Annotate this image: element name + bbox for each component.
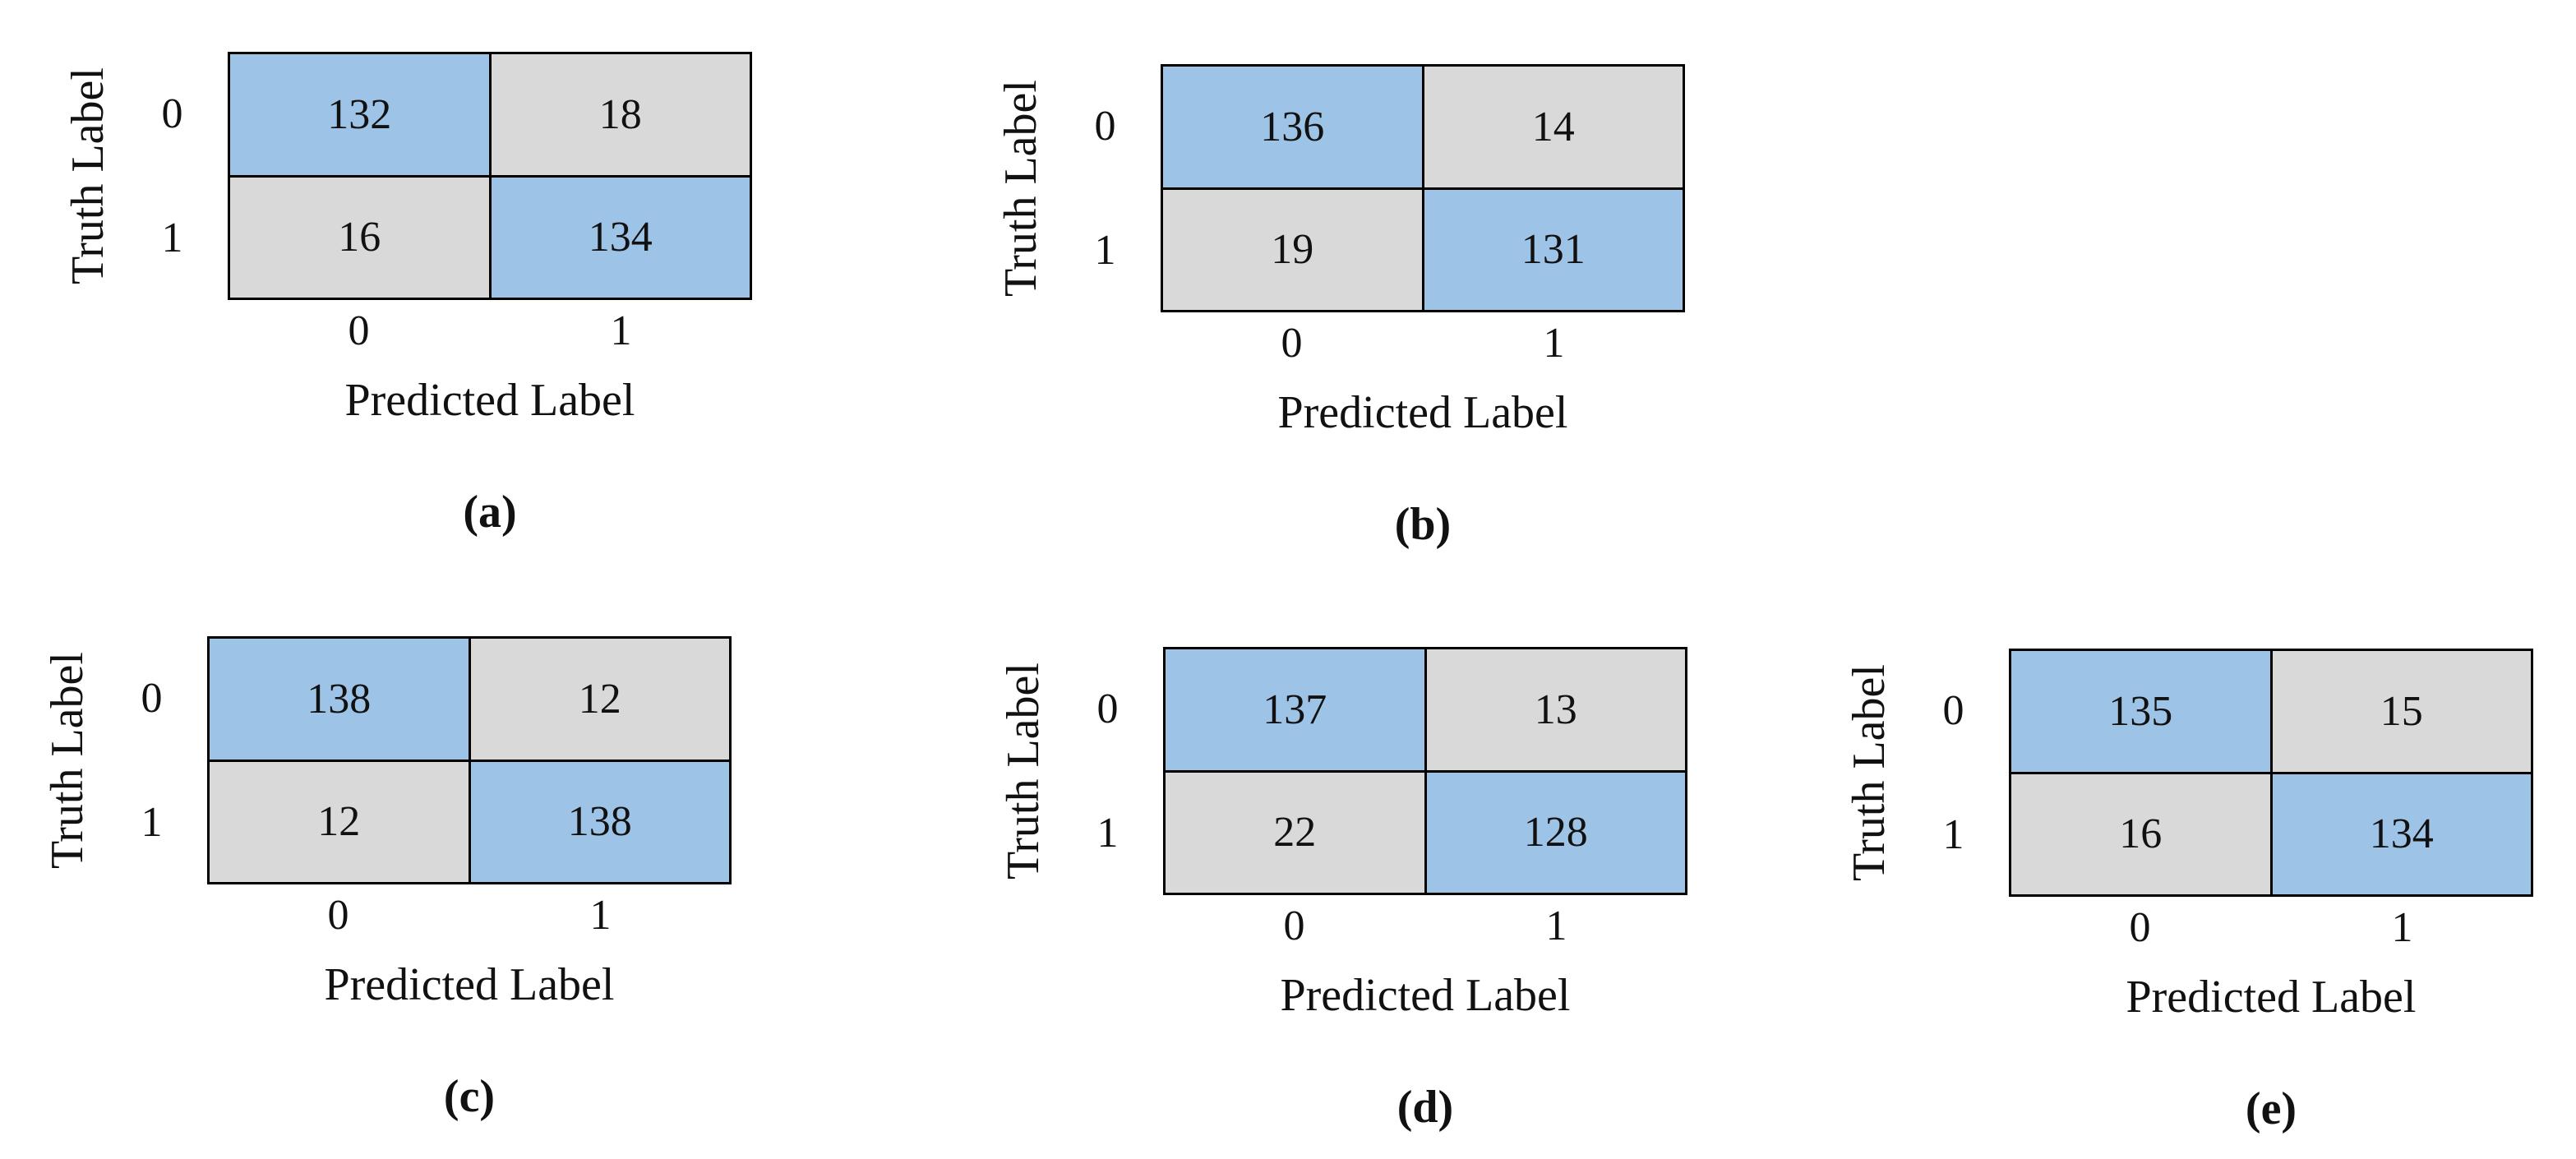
- col-tick-1: 1: [610, 307, 632, 354]
- matrix-grid: 135 15 16 134: [2009, 649, 2533, 897]
- matrix-grid: 137 13 22 128: [1163, 647, 1687, 895]
- row-tick-1: 1: [1096, 810, 1119, 857]
- cell-true1-pred1: 131: [1424, 189, 1683, 310]
- row-tick-1: 1: [141, 799, 163, 846]
- x-axis-label: Predicted Label: [1277, 387, 1568, 438]
- cell-true1-pred1: 134: [2272, 773, 2531, 894]
- col-tick-1: 1: [589, 892, 612, 939]
- y-axis-ticks: 0 1: [96, 636, 207, 884]
- row-tick-0: 0: [1094, 103, 1116, 150]
- x-axis-ticks: 0 1: [1163, 895, 1687, 953]
- matrix-grid: 132 18 16 134: [228, 52, 752, 300]
- confusion-matrix-b: Truth Label 0 1 136 14 19 131 0 1 Predic…: [992, 64, 1685, 551]
- cell-true1-pred1: 134: [491, 177, 750, 298]
- row-tick-0: 0: [161, 90, 183, 137]
- y-axis-label: Truth Label: [998, 663, 1049, 880]
- col-tick-1: 1: [1545, 903, 1567, 949]
- y-axis-label: Truth Label: [62, 67, 113, 284]
- x-axis-label: Predicted Label: [2126, 972, 2417, 1023]
- subfigure-caption-d: (d): [1396, 1082, 1454, 1133]
- x-axis-ticks: 0 1: [207, 884, 732, 942]
- x-axis-label: Predicted Label: [1280, 970, 1571, 1021]
- y-axis-ticks: 0 1: [117, 52, 228, 300]
- y-axis-label: Truth Label: [1844, 664, 1895, 881]
- col-tick-1: 1: [2391, 904, 2413, 951]
- matrix-grid: 138 12 12 138: [207, 636, 732, 884]
- cell-true0-pred0: 132: [230, 54, 489, 175]
- x-axis-ticks: 0 1: [2009, 897, 2533, 954]
- cell-true0-pred1: 14: [1424, 67, 1683, 187]
- subfigure-caption-b: (b): [1394, 499, 1452, 550]
- y-axis-ticks: 0 1: [1052, 647, 1163, 895]
- confusion-matrix-d: Truth Label 0 1 137 13 22 128 0 1 Predic…: [995, 647, 1687, 1134]
- x-axis-label: Predicted Label: [324, 959, 615, 1010]
- cell-true1-pred1: 128: [1426, 772, 1685, 893]
- col-tick-0: 0: [327, 892, 349, 939]
- cell-true0-pred1: 15: [2272, 651, 2531, 772]
- confusion-matrix-a: Truth Label 0 1 132 18 16 134 0 1 Predic…: [59, 52, 752, 538]
- row-tick-0: 0: [141, 675, 163, 722]
- subfigure-caption-c: (c): [443, 1071, 496, 1122]
- cell-true0-pred1: 12: [470, 639, 729, 760]
- col-tick-0: 0: [2129, 904, 2151, 951]
- row-tick-1: 1: [1094, 227, 1116, 274]
- y-axis-label: Truth Label: [995, 80, 1046, 297]
- x-axis-label: Predicted Label: [344, 375, 635, 426]
- col-tick-0: 0: [1281, 320, 1303, 367]
- matrix-grid: 136 14 19 131: [1161, 64, 1685, 312]
- cell-true1-pred0: 19: [1163, 189, 1422, 310]
- y-axis-ticks: 0 1: [1898, 649, 2009, 897]
- cell-true1-pred0: 12: [210, 761, 469, 882]
- col-tick-0: 0: [348, 307, 370, 354]
- y-axis-label: Truth Label: [42, 652, 93, 869]
- x-axis-ticks: 0 1: [1161, 312, 1685, 370]
- y-axis-ticks: 0 1: [1050, 64, 1161, 312]
- cell-true0-pred0: 135: [2011, 651, 2270, 772]
- x-axis-ticks: 0 1: [228, 300, 752, 358]
- col-tick-1: 1: [1543, 320, 1565, 367]
- row-tick-1: 1: [1942, 811, 1964, 858]
- subfigure-caption-a: (a): [463, 487, 517, 538]
- cell-true0-pred0: 137: [1166, 649, 1424, 770]
- confusion-matrix-c: Truth Label 0 1 138 12 12 138 0 1 Predic…: [39, 636, 732, 1123]
- cell-true0-pred1: 13: [1426, 649, 1685, 770]
- row-tick-0: 0: [1942, 687, 1964, 734]
- col-tick-0: 0: [1283, 903, 1305, 949]
- cell-true0-pred0: 138: [210, 639, 469, 760]
- cell-true1-pred0: 22: [1166, 772, 1424, 893]
- subfigure-caption-e: (e): [2245, 1083, 2297, 1134]
- cell-true1-pred0: 16: [2011, 773, 2270, 894]
- row-tick-0: 0: [1096, 686, 1119, 732]
- cell-true1-pred1: 138: [470, 761, 729, 882]
- cell-true0-pred1: 18: [491, 54, 750, 175]
- confusion-matrix-e: Truth Label 0 1 135 15 16 134 0 1 Predic…: [1840, 649, 2533, 1135]
- cell-true0-pred0: 136: [1163, 67, 1422, 187]
- row-tick-1: 1: [161, 215, 183, 261]
- cell-true1-pred0: 16: [230, 177, 489, 298]
